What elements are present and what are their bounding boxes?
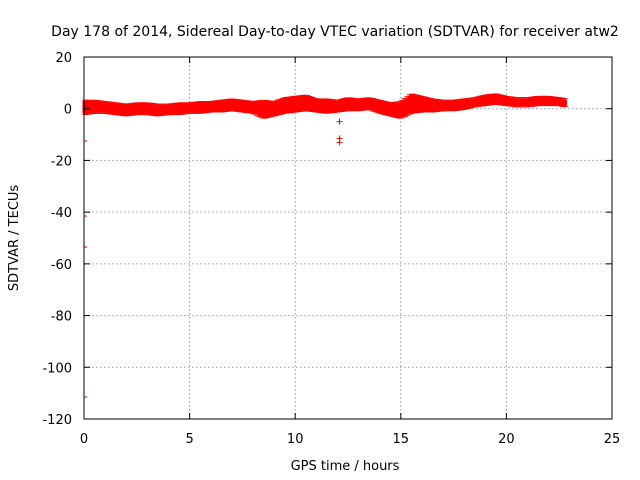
y-tick-label: -60 <box>51 258 72 273</box>
outlier-point <box>336 118 343 125</box>
plot-frame <box>83 56 613 420</box>
y-tick-labels: 20 0 -20 -40 -60 -80 -100 -120 <box>42 51 72 428</box>
x-tick-label: 5 <box>185 432 193 447</box>
y-tick-label: 0 <box>64 103 72 118</box>
axis-ticks <box>83 56 613 420</box>
x-tick-label: 20 <box>498 432 515 447</box>
x-axis-label: GPS time / hours <box>291 459 400 474</box>
y-tick-label: -80 <box>51 310 72 325</box>
outlier-point <box>336 139 343 146</box>
y-tick-label: 20 <box>55 51 72 66</box>
x-tick-label: 15 <box>393 432 410 447</box>
y-axis-label: SDTVAR / TECUs <box>7 185 22 292</box>
x-tick-labels: 0 5 10 15 20 25 <box>80 432 620 447</box>
chart-title: Day 178 of 2014, Sidereal Day-to-day VTE… <box>51 24 619 40</box>
y-tick-label: -120 <box>42 413 72 428</box>
y-tick-label: -20 <box>51 154 72 169</box>
y-tick-label: -100 <box>42 361 72 376</box>
x-tick-label: 0 <box>80 432 88 447</box>
data-band-area <box>82 94 567 118</box>
data-band <box>82 93 568 119</box>
x-tick-label: 10 <box>287 432 304 447</box>
y-tick-label: -40 <box>51 206 72 221</box>
x-tick-label: 25 <box>604 432 621 447</box>
